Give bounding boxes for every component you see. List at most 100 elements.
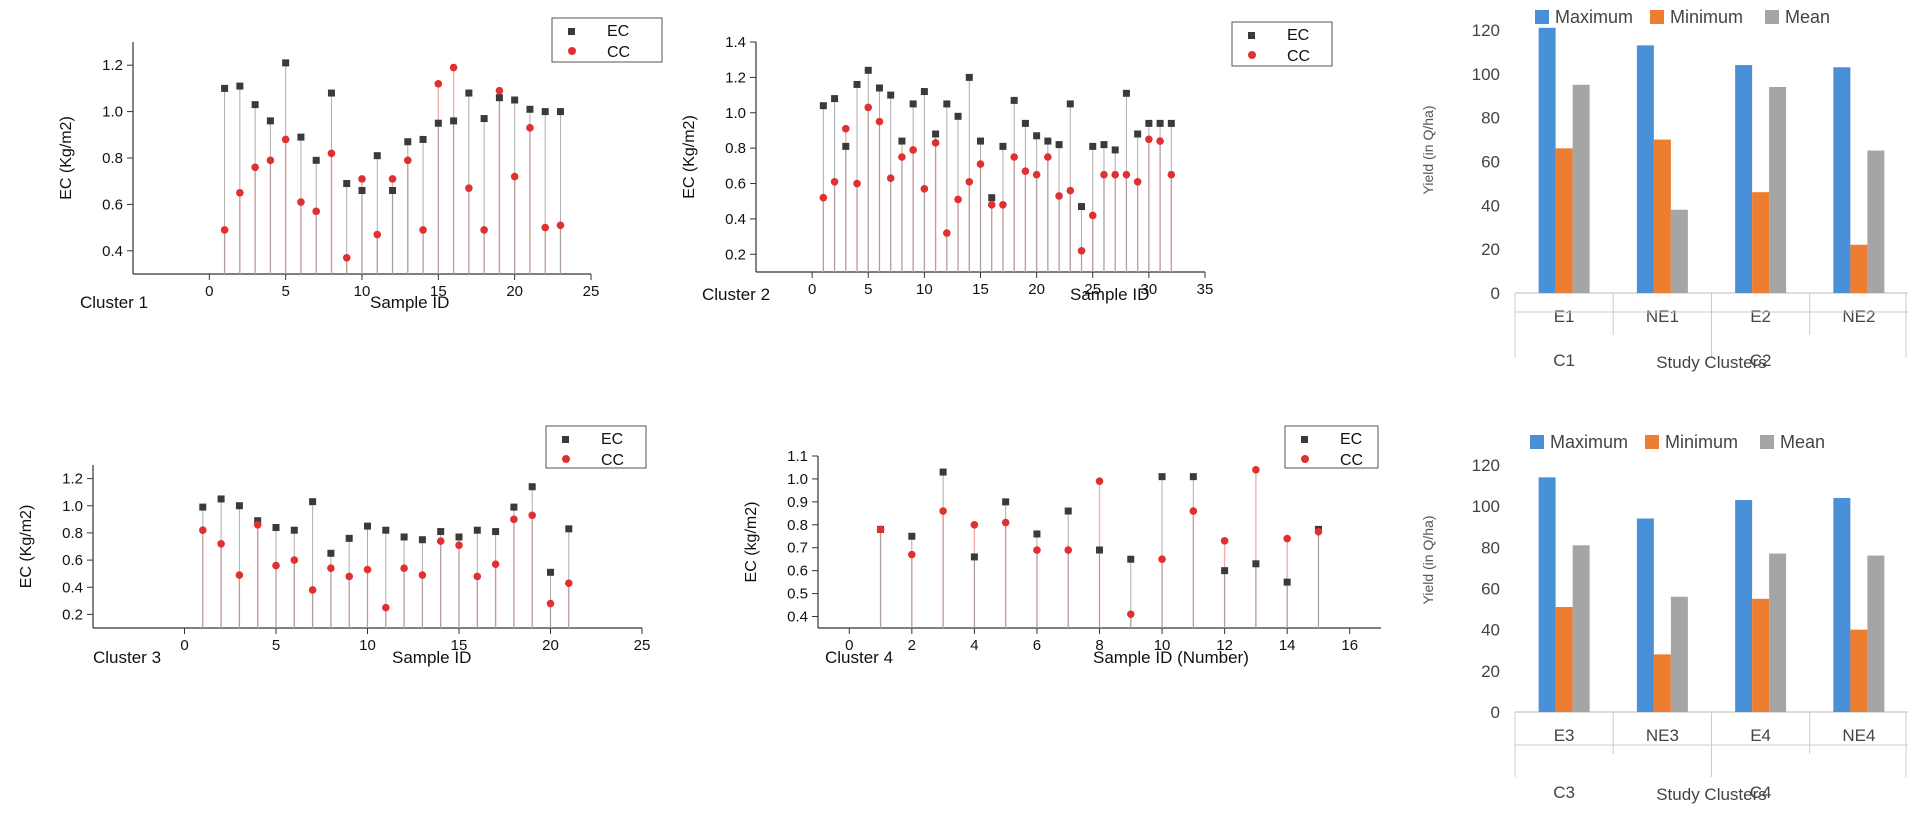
ec-point [1189, 473, 1197, 481]
y-tick-label: 0.8 [725, 140, 746, 157]
ec-point [1066, 100, 1074, 108]
cc-point [236, 189, 244, 197]
cc-point [875, 117, 884, 126]
ec-point [565, 525, 573, 533]
x-tick-label: 0 [205, 283, 213, 300]
ec-point [480, 115, 488, 123]
y-tick-label: 0.6 [102, 196, 123, 213]
legend-ec-label: EC [601, 431, 623, 448]
y-tick-label: 40 [1481, 621, 1500, 640]
ec-point [492, 528, 500, 536]
cc-point [510, 515, 518, 524]
x-tick-label: 5 [272, 637, 280, 654]
cluster-label: Cluster 2 [702, 285, 770, 304]
x-tick-label: 12 [1216, 637, 1233, 654]
ec-point [1167, 119, 1175, 127]
ec-point [1064, 507, 1072, 515]
category-label: NE3 [1646, 726, 1679, 745]
ec-point [939, 468, 947, 476]
y-tick-label: 0.5 [787, 586, 808, 603]
cc-point [297, 198, 305, 206]
cc-point [987, 200, 996, 209]
cc-point [1021, 167, 1030, 175]
ec-point [970, 553, 978, 561]
cc-point [388, 175, 397, 183]
category-label: E1 [1554, 307, 1575, 326]
y-axis-label: EC (Kg/m2) [58, 116, 75, 200]
ec-point [437, 528, 445, 536]
x-tick-label: 6 [1033, 637, 1041, 654]
ec-point [364, 522, 371, 530]
cc-point [908, 550, 916, 559]
x-tick-label: 25 [634, 637, 651, 654]
legend-mean-label: Mean [1780, 432, 1825, 452]
ec-point [266, 117, 274, 125]
cc-point [404, 156, 412, 165]
ec-point [272, 523, 280, 531]
cc-point [1001, 518, 1010, 527]
cc-point [220, 226, 229, 234]
ec-point [1021, 119, 1029, 127]
cc-point [253, 520, 262, 529]
y-tick-label: 80 [1481, 538, 1500, 557]
cc-point [418, 571, 427, 579]
cc-point [1032, 170, 1041, 179]
x-axis-label: Sample ID [1070, 285, 1149, 304]
ec-point [875, 84, 883, 92]
ec-point [954, 112, 962, 120]
bar-minimum [1555, 607, 1573, 712]
cc-point [943, 229, 951, 237]
ec-point [1122, 89, 1130, 97]
cc-point [327, 564, 335, 573]
bar-maximum [1735, 65, 1753, 293]
ec-point [1158, 473, 1166, 481]
ec-point [1078, 203, 1086, 211]
ec-point [887, 91, 895, 99]
cc-point [1055, 192, 1063, 200]
ec-point [373, 152, 381, 160]
bar-mean [1572, 545, 1590, 712]
ec-point [251, 101, 259, 109]
cc-point [480, 226, 488, 234]
y-tick-label: 0.6 [62, 552, 83, 569]
y-tick-label: 1.2 [725, 69, 746, 86]
ec-point [382, 526, 390, 534]
x-tick-label: 15 [430, 283, 447, 300]
x-tick-label: 8 [1095, 637, 1103, 654]
x-tick-label: 20 [1028, 281, 1045, 298]
ec-point [1145, 119, 1153, 127]
bar-minimum [1653, 654, 1671, 712]
cc-point [1156, 137, 1164, 145]
scatter-chart-4: 0.4 0.5 0.6 0.7 0.8 0.9 1.0 1.1 0 2 4 6 8 10 12 14 16 EC … [743, 425, 1381, 667]
bar-minimum [1555, 148, 1573, 293]
cc-point [373, 230, 382, 239]
cc-point [199, 526, 207, 534]
scatter-chart-1: 0.2 0.4 0.6 0.8 1.0 1.2 1.4 0 5 10 15 20 25 30 35 EC (K… [681, 21, 1333, 304]
legend-ec-label: EC [607, 23, 629, 40]
y-tick-label: 100 [1472, 65, 1500, 84]
cc-point [853, 179, 861, 188]
cc-point [358, 175, 366, 183]
y-tick-label: 0.8 [62, 525, 83, 542]
category-label: NE1 [1646, 307, 1679, 326]
cc-point [308, 586, 317, 594]
ec-point [932, 130, 940, 138]
cc-point [976, 160, 985, 168]
x-axis-label: Sample ID [392, 648, 471, 667]
legend-cc-label: CC [601, 452, 624, 469]
bar-chart-5: 0 20 40 60 80 100 120 Yield (in Q/ha) E3 NE3 E4 NE4… [1420, 432, 1908, 804]
cc-point [251, 163, 259, 172]
cc-point [1100, 170, 1108, 179]
legend-cc-label: CC [1340, 452, 1363, 469]
x-tick-label: 5 [281, 283, 289, 300]
cc-point [1158, 555, 1166, 563]
cc-point [526, 124, 534, 132]
legend-minimum-swatch [1650, 10, 1664, 24]
bar-maximum [1538, 27, 1556, 294]
y-tick-label: 0.4 [102, 243, 123, 260]
cc-point [898, 153, 906, 161]
ec-point [455, 533, 463, 541]
bar-minimum [1850, 629, 1868, 712]
cc-point [345, 572, 354, 581]
